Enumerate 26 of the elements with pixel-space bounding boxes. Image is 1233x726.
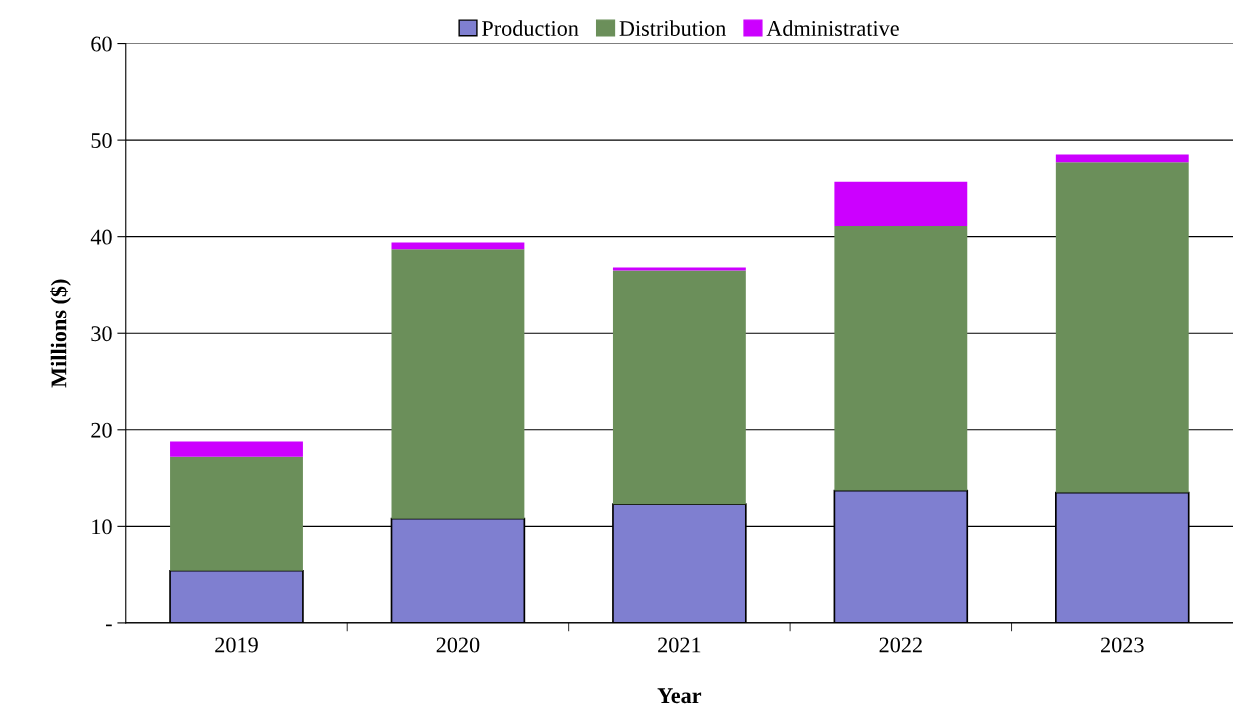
- bar: [834, 181, 968, 227]
- x-tick-label: 2019: [215, 637, 258, 653]
- y-tick-label: 20: [91, 422, 112, 438]
- x-tick-label: 2020: [436, 637, 480, 653]
- y-tick-label: 30: [91, 326, 112, 342]
- bar: [391, 249, 525, 519]
- x-tick-label: 2021: [658, 637, 701, 653]
- x-tick-label: 2023: [1101, 637, 1144, 653]
- y-tick-label: 40: [90, 229, 112, 245]
- bar: [1055, 162, 1189, 493]
- legend-label: Distribution: [619, 20, 726, 36]
- bar: [612, 270, 746, 505]
- bar: [1055, 154, 1189, 163]
- bar: [834, 226, 968, 491]
- bar: [170, 441, 303, 457]
- y-tick-label: 50: [91, 133, 112, 149]
- y-tick-label: 10: [92, 519, 112, 535]
- x-tick-label: 2022: [879, 637, 922, 653]
- legend-label: Administrative: [766, 20, 899, 36]
- bar: [391, 242, 525, 250]
- bar: [170, 456, 303, 571]
- legend-label: Production: [482, 20, 579, 36]
- y-axis-title: Millions ($): [50, 279, 71, 388]
- y-tick-label: -: [106, 624, 112, 627]
- x-axis-title: Year: [657, 688, 702, 704]
- y-tick-label: 60: [91, 36, 112, 52]
